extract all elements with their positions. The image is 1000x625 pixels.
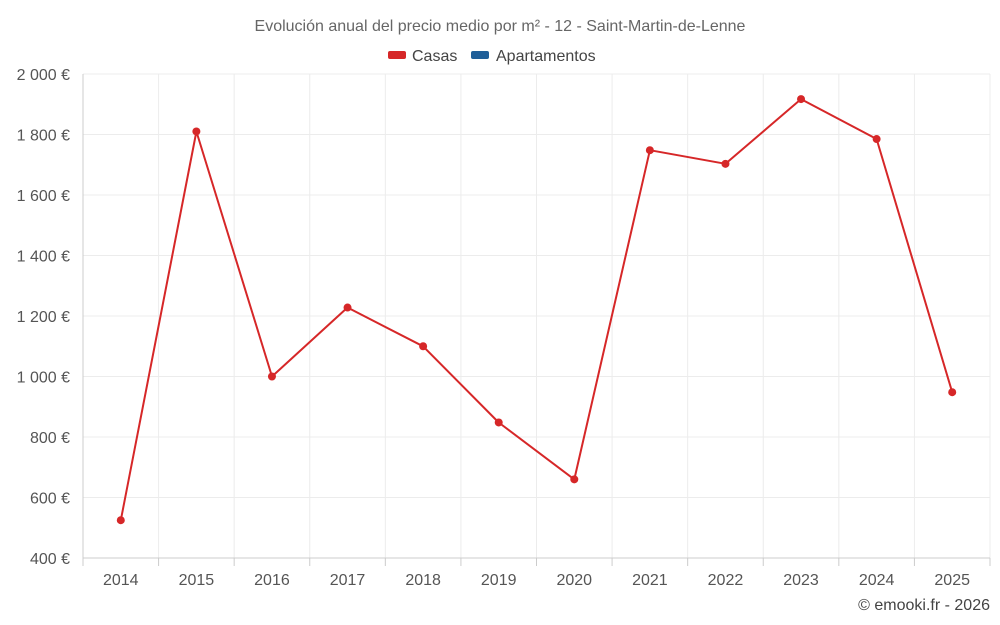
data-point-casas-2025 bbox=[948, 388, 957, 397]
series-casas bbox=[116, 95, 957, 525]
data-point-casas-2019 bbox=[494, 418, 503, 427]
grid bbox=[82, 73, 991, 558]
series-line-casas bbox=[119, 98, 954, 521]
legend: Casas Apartamentos bbox=[388, 48, 596, 65]
data-point-casas-2024 bbox=[872, 135, 881, 144]
x-tick-label: 2016 bbox=[254, 572, 290, 589]
legend-swatch-casas bbox=[388, 51, 406, 59]
x-tick-label: 2024 bbox=[859, 572, 895, 589]
x-tick-label: 2025 bbox=[934, 572, 970, 589]
data-point-casas-2021 bbox=[645, 146, 654, 155]
data-point-casas-2017 bbox=[343, 303, 352, 312]
data-point-casas-2023 bbox=[797, 95, 806, 104]
x-tick-label: 2021 bbox=[632, 572, 668, 589]
y-tick-label: 1 000 € bbox=[17, 370, 70, 387]
x-tick-label: 2015 bbox=[179, 572, 215, 589]
x-tick-label: 2020 bbox=[556, 572, 592, 589]
data-point-casas-2022 bbox=[721, 159, 730, 168]
y-axis-ticks: 400 € 600 € 800 € 1 000 € 1 200 € 1 400 € 1 60… bbox=[17, 67, 70, 568]
data-point-casas-2018 bbox=[419, 342, 428, 351]
y-tick-label: 1 800 € bbox=[17, 128, 70, 145]
data-point-casas-2020 bbox=[570, 475, 579, 484]
legend-item-casas[interactable]: Casas bbox=[388, 48, 457, 65]
data-point-casas-2014 bbox=[116, 516, 125, 525]
x-tick-label: 2018 bbox=[405, 572, 441, 589]
legend-label-apartamentos: Apartamentos bbox=[496, 48, 596, 65]
x-tick-label: 2014 bbox=[103, 572, 139, 589]
x-tick-label: 2019 bbox=[481, 572, 517, 589]
credit-text: © emooki.fr - 2026 bbox=[858, 597, 990, 614]
y-tick-label: 400 € bbox=[30, 551, 70, 568]
y-tick-label: 600 € bbox=[30, 491, 70, 508]
y-tick-label: 1 600 € bbox=[17, 188, 70, 205]
y-tick-label: 800 € bbox=[30, 430, 70, 447]
x-tick-label: 2017 bbox=[330, 572, 366, 589]
x-axis-ticks: 2014 2015 2016 2017 2018 2019 2020 2021 2022 2023… bbox=[103, 572, 970, 589]
y-tick-label: 1 200 € bbox=[17, 309, 70, 326]
x-tick-label: 2022 bbox=[708, 572, 744, 589]
legend-swatch-apartamentos bbox=[471, 51, 489, 59]
chart-title: Evolución anual del precio medio por m² … bbox=[255, 18, 746, 35]
x-tick-label: 2023 bbox=[783, 572, 819, 589]
y-tick-label: 2 000 € bbox=[17, 67, 70, 84]
axes bbox=[82, 74, 991, 566]
data-point-casas-2016 bbox=[267, 372, 276, 381]
data-point-casas-2015 bbox=[192, 127, 201, 136]
legend-item-apartamentos[interactable]: Apartamentos bbox=[471, 48, 596, 65]
y-tick-label: 1 400 € bbox=[17, 249, 70, 266]
legend-label-casas: Casas bbox=[412, 48, 457, 65]
